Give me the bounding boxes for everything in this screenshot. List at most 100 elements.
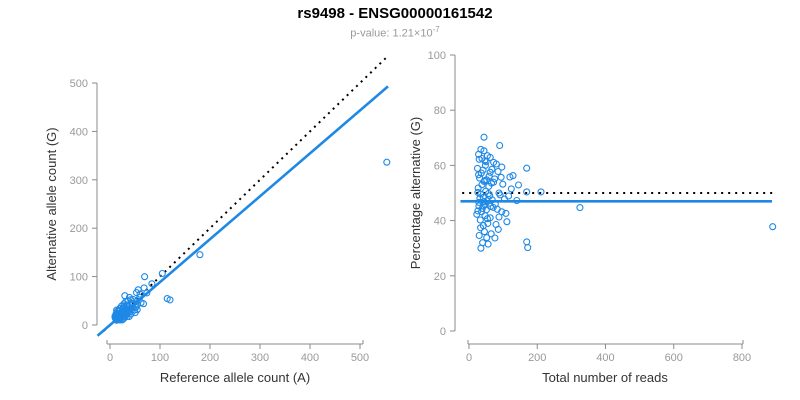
data-point <box>524 244 532 252</box>
x-tick-label: 200 <box>201 352 219 364</box>
data-point <box>477 244 485 252</box>
data-point <box>139 300 148 308</box>
pvalue-exponent: -7 <box>432 25 440 34</box>
x-tick-label: 400 <box>596 352 614 364</box>
y-tick-label: 500 <box>70 78 88 90</box>
plot-title: rs9498 - ENSG00000161542 <box>297 5 493 22</box>
data-point <box>523 164 531 172</box>
data-point <box>480 133 488 141</box>
data-point <box>491 234 499 242</box>
data-point <box>116 316 124 324</box>
data-point <box>148 280 156 288</box>
data-point <box>576 204 584 212</box>
data-point <box>486 168 494 176</box>
data-point <box>482 158 490 166</box>
y-axis-title: Percentage alternative (G) <box>408 117 423 269</box>
data-point <box>505 192 513 200</box>
data-point <box>523 238 531 246</box>
data-point <box>498 208 506 216</box>
data-point <box>495 213 503 221</box>
data-point <box>500 195 509 203</box>
x-axis-title: Reference allele count (A) <box>160 370 310 385</box>
y-axis-title: Alternative allele count (G) <box>44 127 59 280</box>
data-point <box>476 216 484 224</box>
data-point <box>496 141 504 150</box>
data-point <box>143 289 151 297</box>
identity-line <box>103 57 387 332</box>
data-point <box>523 188 531 196</box>
y-tick-label: 400 <box>70 126 88 138</box>
y-tick-label: 100 <box>70 272 88 284</box>
data-point <box>506 173 514 181</box>
y-tick-label: 0 <box>440 326 446 338</box>
data-point <box>118 316 126 324</box>
data-point <box>473 210 481 218</box>
data-point <box>477 224 485 232</box>
data-point <box>502 209 510 217</box>
data-point <box>475 171 483 179</box>
y-tick-label: 300 <box>70 175 88 187</box>
x-tick-label: 600 <box>665 352 683 364</box>
x-tick-label: 800 <box>733 352 751 364</box>
data-point <box>158 269 166 278</box>
data-point <box>485 182 493 190</box>
x-tick-label: 500 <box>351 352 369 364</box>
data-point <box>474 184 482 192</box>
data-point <box>483 215 491 223</box>
data-point <box>131 309 139 317</box>
data-point <box>496 191 504 199</box>
data-point <box>487 230 495 238</box>
data-point <box>503 218 511 226</box>
plot-subtitle: p-value: 1.21×10-7 <box>0 25 790 40</box>
data-point <box>480 147 488 155</box>
x-tick-label: 300 <box>251 352 269 364</box>
x-tick-label: 0 <box>466 352 472 364</box>
y-tick-label: 0 <box>82 320 88 332</box>
data-point <box>129 295 137 304</box>
data-point <box>486 153 494 161</box>
y-tick-label: 20 <box>434 271 446 283</box>
x-tick-label: 100 <box>151 352 169 364</box>
y-tick-label: 80 <box>434 105 446 117</box>
data-point <box>141 273 149 281</box>
x-tick-label: 0 <box>107 352 113 364</box>
data-point <box>117 315 125 323</box>
data-point <box>483 234 491 242</box>
data-point <box>133 297 141 305</box>
data-point <box>132 289 141 297</box>
data-point <box>166 296 174 304</box>
data-point <box>383 158 391 166</box>
data-point <box>498 163 506 171</box>
data-point <box>481 157 489 165</box>
pvalue-text: p-value: 1.21×10 <box>350 27 433 40</box>
data-point <box>475 198 483 206</box>
data-point <box>769 223 777 231</box>
data-point <box>476 194 484 202</box>
data-point <box>537 188 545 196</box>
data-point <box>475 231 483 240</box>
data-point <box>485 172 493 180</box>
data-point <box>196 251 204 259</box>
data-point <box>494 225 502 233</box>
y-tick-label: 200 <box>70 223 88 235</box>
data-point <box>136 290 144 298</box>
data-point <box>489 203 497 211</box>
data-point <box>494 167 502 176</box>
data-point <box>507 185 515 193</box>
y-tick-label: 40 <box>434 216 446 228</box>
x-axis-title: Total number of reads <box>542 370 668 385</box>
data-point <box>514 181 523 189</box>
data-point <box>475 150 483 158</box>
data-point <box>513 196 521 205</box>
data-point <box>497 173 505 181</box>
x-tick-label: 200 <box>528 352 546 364</box>
data-point <box>480 228 488 236</box>
data-point <box>474 207 482 215</box>
regression-line <box>96 85 389 337</box>
data-point <box>125 312 133 321</box>
data-point <box>123 312 131 321</box>
data-point <box>492 160 500 168</box>
data-point <box>484 240 492 248</box>
data-point <box>499 180 507 188</box>
